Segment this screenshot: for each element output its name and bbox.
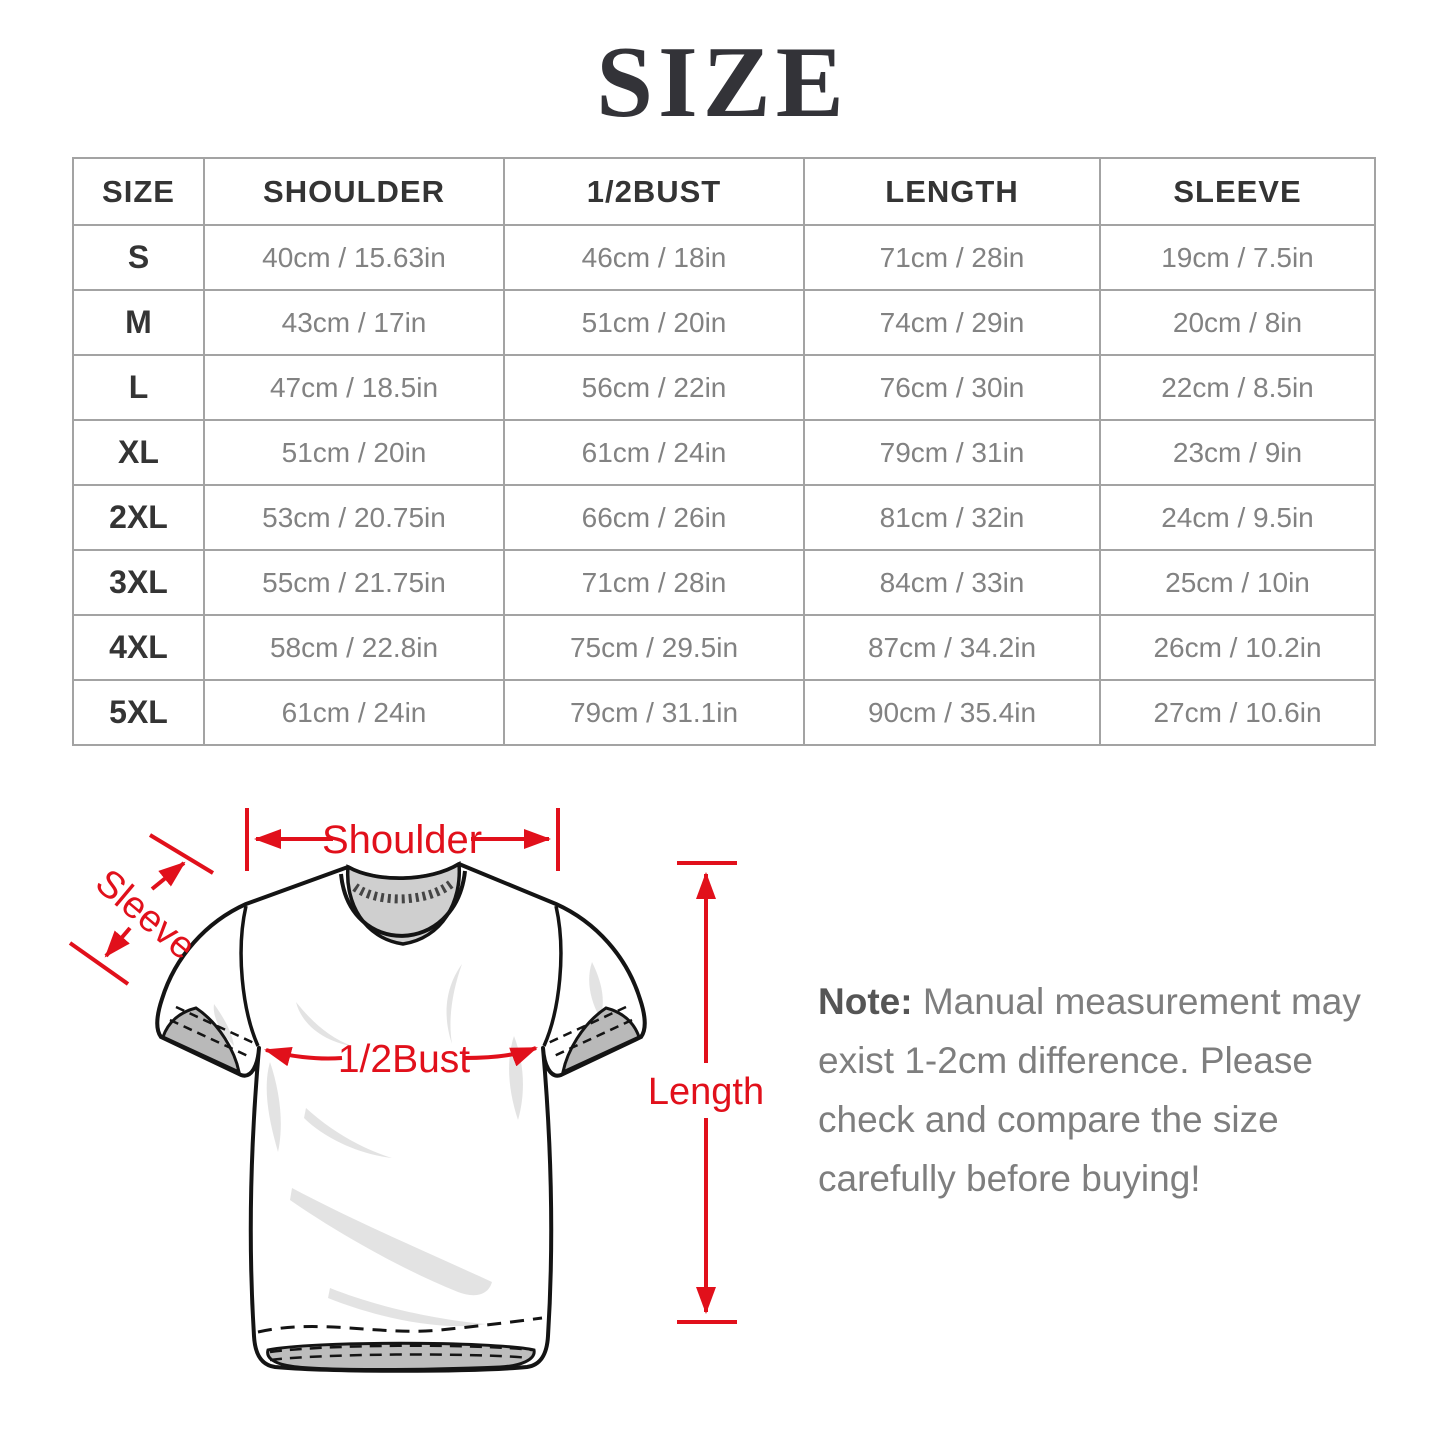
- sleeve-arrow: [68, 833, 215, 986]
- bust-cell: 75cm / 29.5in: [503, 614, 805, 681]
- sleeve-cell: 26cm / 10.2in: [1099, 614, 1376, 681]
- bust-cell: 56cm / 22in: [503, 354, 805, 421]
- size-cell: S: [72, 224, 205, 291]
- cuff-right-icon: [547, 1005, 641, 1075]
- size-cell: 3XL: [72, 549, 205, 616]
- hem-icon: [257, 1316, 543, 1372]
- armhole-seam-right: [542, 905, 563, 1047]
- bust-cell: 51cm / 20in: [503, 289, 805, 356]
- bust-arrow: [264, 1046, 538, 1067]
- sleeve-cell: 19cm / 7.5in: [1099, 224, 1376, 291]
- page-title: SIZE: [596, 26, 849, 139]
- shoulder-cell: 43cm / 17in: [203, 289, 505, 356]
- armhole-seam-left: [239, 905, 260, 1047]
- bust-cell: 66cm / 26in: [503, 484, 805, 551]
- wrinkle-shading: [213, 962, 603, 1327]
- header-sleeve: SLEEVE: [1099, 157, 1376, 226]
- size-cell: 4XL: [72, 614, 205, 681]
- size-cell: 5XL: [72, 679, 205, 746]
- size-cell: 2XL: [72, 484, 205, 551]
- sleeve-cell: 25cm / 10in: [1099, 549, 1376, 616]
- shoulder-arrow: [245, 808, 560, 871]
- tshirt-outline-icon: [155, 860, 647, 1373]
- bust-label: 1/2Bust: [338, 1038, 470, 1081]
- note-text: Note: Manual measurement may exist 1-2cm…: [818, 972, 1363, 1208]
- shoulder-cell: 58cm / 22.8in: [203, 614, 505, 681]
- bust-cell: 79cm / 31.1in: [503, 679, 805, 746]
- sleeve-cell: 23cm / 9in: [1099, 419, 1376, 486]
- length-cell: 90cm / 35.4in: [803, 679, 1101, 746]
- size-cell: XL: [72, 419, 205, 486]
- table-row: 4XL 58cm / 22.8in 75cm / 29.5in 87cm / 34.2…: [72, 614, 1376, 681]
- header-size: SIZE: [72, 157, 205, 226]
- table-row: L 47cm / 18.5in 56cm / 22in 76cm / 30in 22cm…: [72, 354, 1376, 421]
- size-table-body: S 40cm / 15.63in 46cm / 18in 71cm / 28in 19c…: [72, 224, 1376, 746]
- shoulder-label: Shoulder: [322, 818, 482, 862]
- length-cell: 79cm / 31in: [803, 419, 1101, 486]
- length-cell: 81cm / 32in: [803, 484, 1101, 551]
- cuff-left-icon: [161, 1005, 255, 1075]
- length-label: Length: [648, 1071, 764, 1113]
- table-row: 3XL 55cm / 21.75in 71cm / 28in 84cm / 33in 2…: [72, 549, 1376, 616]
- shoulder-cell: 53cm / 20.75in: [203, 484, 505, 551]
- bust-cell: 46cm / 18in: [503, 224, 805, 291]
- size-table: SIZE SHOULDER 1/2BUST LENGTH SLEEVE S 40c…: [72, 157, 1376, 746]
- sleeve-cell: 27cm / 10.6in: [1099, 679, 1376, 746]
- sleeve-label: Sleeve: [87, 861, 203, 968]
- length-cell: 87cm / 34.2in: [803, 614, 1101, 681]
- length-cell: 76cm / 30in: [803, 354, 1101, 421]
- table-row: XL 51cm / 20in 61cm / 24in 79cm / 31in 23cm …: [72, 419, 1376, 486]
- shoulder-cell: 40cm / 15.63in: [203, 224, 505, 291]
- header-row: SIZE SHOULDER 1/2BUST LENGTH SLEEVE: [72, 157, 1376, 226]
- size-cell: M: [72, 289, 205, 356]
- header-shoulder: SHOULDER: [203, 157, 505, 226]
- bust-cell: 61cm / 24in: [503, 419, 805, 486]
- shoulder-cell: 61cm / 24in: [203, 679, 505, 746]
- length-cell: 74cm / 29in: [803, 289, 1101, 356]
- length-cell: 71cm / 28in: [803, 224, 1101, 291]
- sleeve-cell: 20cm / 8in: [1099, 289, 1376, 356]
- sleeve-cell: 24cm / 9.5in: [1099, 484, 1376, 551]
- shoulder-cell: 55cm / 21.75in: [203, 549, 505, 616]
- table-row: M 43cm / 17in 51cm / 20in 74cm / 29in 20cm /…: [72, 289, 1376, 356]
- sleeve-cell: 22cm / 8.5in: [1099, 354, 1376, 421]
- header-bust: 1/2BUST: [503, 157, 805, 226]
- table-row: 5XL 61cm / 24in 79cm / 31.1in 90cm / 35.4in…: [72, 679, 1376, 746]
- size-table-header: SIZE SHOULDER 1/2BUST LENGTH SLEEVE: [72, 157, 1376, 226]
- shoulder-cell: 51cm / 20in: [203, 419, 505, 486]
- note-prefix: Note:: [818, 981, 913, 1022]
- table-row: 2XL 53cm / 20.75in 66cm / 26in 81cm / 32in 2…: [72, 484, 1376, 551]
- note-body: Manual measurement may exist 1-2cm diffe…: [818, 981, 1361, 1199]
- table-row: S 40cm / 15.63in 46cm / 18in 71cm / 28in 19c…: [72, 224, 1376, 291]
- size-cell: L: [72, 354, 205, 421]
- tshirt-measurement-diagram: Shoulder Sleeve 1/2Bust Length: [68, 808, 764, 1373]
- length-cell: 84cm / 33in: [803, 549, 1101, 616]
- length-arrow: [677, 861, 737, 1324]
- collar-icon: [339, 860, 467, 946]
- bust-cell: 71cm / 28in: [503, 549, 805, 616]
- shoulder-cell: 47cm / 18.5in: [203, 354, 505, 421]
- header-length: LENGTH: [803, 157, 1101, 226]
